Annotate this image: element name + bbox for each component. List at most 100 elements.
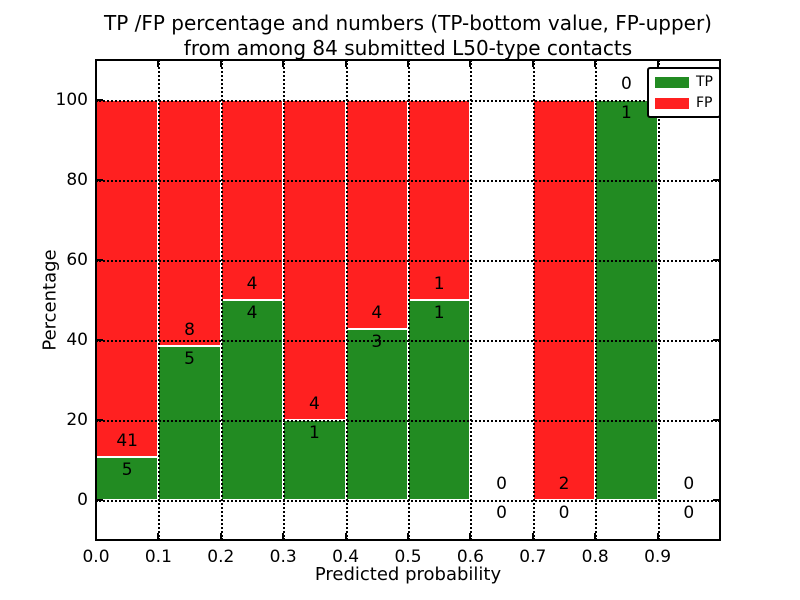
gridline-vertical [532, 60, 535, 540]
x-tick-mark [656, 533, 659, 540]
y-tick-mark [96, 99, 103, 101]
x-tick-label: 0.2 [207, 547, 235, 567]
x-tick-label: 0.0 [82, 547, 110, 567]
y-tick-mark [713, 499, 720, 501]
y-tick-mark [713, 339, 720, 341]
x-tick-label: 0.6 [456, 547, 484, 567]
legend-entry-fp: FP [655, 94, 713, 112]
plot-area: 41 5 8 5 4 4 4 1 4 3 1 1 0 0 2 0 0 1 0 0 [95, 59, 721, 541]
y-tick-mark [713, 419, 720, 421]
y-tick-label: 80 [66, 170, 88, 190]
y-tick-label: 100 [55, 90, 88, 110]
y-tick-mark [96, 259, 103, 261]
fp-count-label: 4 [371, 302, 383, 323]
fp-legend-label: FP [696, 95, 713, 111]
gridline-vertical [408, 60, 410, 540]
fp-count-label: 4 [246, 274, 258, 294]
y-tick-mark [96, 339, 103, 341]
y-tick-mark [96, 499, 103, 501]
y-tick-mark [96, 419, 103, 421]
tp-count-label: 5 [121, 459, 133, 480]
fp-legend-swatch [655, 97, 689, 109]
x-tick-mark [407, 60, 409, 67]
x-tick-label: 0.3 [269, 547, 297, 567]
fp-count-label: 1 [433, 274, 445, 294]
chart-title-line1: TP /FP percentage and numbers (TP-bottom… [104, 11, 712, 35]
tp-bar-segment [158, 346, 221, 500]
y-tick-label: 60 [66, 250, 88, 270]
x-tick-mark [95, 533, 97, 540]
y-tick-label: 20 [66, 410, 88, 430]
fp-count-label: 4 [308, 394, 320, 414]
tp-count-label: 1 [308, 423, 320, 443]
x-tick-mark [157, 60, 160, 67]
fp-bar-segment [345, 100, 408, 329]
tp-count-label: 5 [184, 349, 196, 370]
tp-count-label: 0 [496, 503, 508, 523]
tp-count-label: 3 [371, 331, 383, 352]
fp-bar-segment [408, 100, 471, 300]
y-tick-mark [713, 179, 720, 181]
gridline-vertical [283, 60, 286, 540]
tp-bar-segment [345, 328, 408, 500]
x-tick-label: 0.1 [144, 547, 172, 567]
x-tick-label: 0.5 [394, 547, 422, 567]
x-tick-mark [531, 533, 534, 540]
x-tick-mark [344, 60, 347, 67]
tp-bar-segment [595, 100, 658, 500]
fp-count-label: 41 [116, 430, 139, 451]
fp-bar-segment [532, 100, 596, 500]
tp-bar-segment [408, 300, 471, 500]
x-tick-mark [469, 60, 472, 67]
x-tick-mark [219, 533, 222, 540]
x-tick-mark [656, 60, 659, 67]
fp-count-label: 0 [683, 474, 695, 494]
gridline-vertical [595, 60, 598, 540]
x-tick-mark [531, 60, 534, 67]
tp-count-label: 1 [620, 103, 632, 123]
gridline-vertical [470, 60, 473, 540]
x-tick-mark [219, 60, 222, 67]
x-tick-mark [594, 60, 597, 67]
fp-bar-segment [96, 100, 159, 457]
fp-count-label: 2 [558, 474, 570, 494]
x-tick-mark [344, 533, 347, 540]
y-tick-mark [713, 259, 720, 261]
fp-count-label: 8 [184, 320, 196, 341]
x-tick-mark [95, 60, 97, 67]
gridline-vertical [158, 60, 161, 540]
gridline-vertical [220, 60, 223, 540]
x-tick-label: 0.8 [581, 547, 609, 567]
fp-count-label: 0 [620, 74, 632, 94]
x-tick-label: 0.4 [332, 547, 360, 567]
fp-count-label: 0 [496, 474, 508, 494]
tp-count-label: 0 [558, 503, 570, 523]
x-axis-label: Predicted probability [314, 564, 502, 585]
chart-title: TP /FP percentage and numbers (TP-bottom… [96, 11, 720, 61]
tp-count-label: 4 [246, 303, 258, 323]
fp-bar-segment [220, 100, 284, 300]
gridline-vertical [657, 60, 660, 540]
y-tick-label: 40 [66, 330, 88, 350]
x-tick-mark [157, 533, 160, 540]
chart-title-line2: from among 84 submitted L50-type contact… [183, 36, 633, 60]
legend-entry-tp: TP [655, 73, 713, 91]
x-tick-mark [469, 533, 472, 540]
tp-count-label: 1 [433, 303, 445, 323]
y-tick-label: 0 [77, 490, 88, 510]
tp-legend-swatch [655, 76, 689, 88]
legend: TP FP [647, 67, 721, 118]
x-tick-mark [594, 533, 597, 540]
x-tick-label: 0.9 [644, 547, 672, 567]
tp-count-label: 0 [683, 503, 695, 523]
x-tick-label: 0.7 [519, 547, 547, 567]
tp-bar-segment [220, 300, 284, 500]
x-tick-mark [407, 533, 409, 540]
y-tick-mark [96, 179, 103, 181]
gridline-vertical [345, 60, 348, 540]
fp-bar-segment [158, 100, 221, 347]
x-tick-mark [282, 533, 285, 540]
tp-legend-label: TP [696, 74, 713, 90]
x-tick-mark [282, 60, 285, 67]
